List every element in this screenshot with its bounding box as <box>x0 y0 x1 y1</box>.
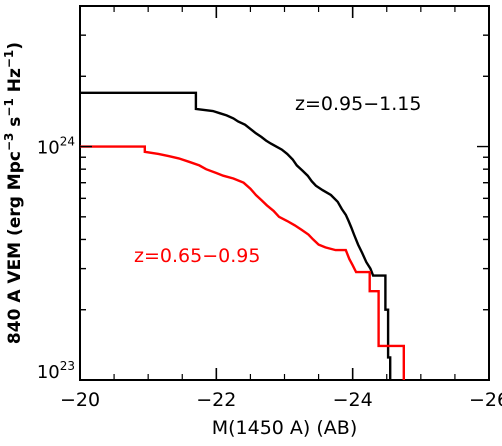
y-tick-label-base: 10 <box>37 362 60 383</box>
y-axis-label: 840 A VEM (erg Mpc−3 s−1 Hz−1) <box>2 42 25 344</box>
series-label-z095-115: z=0.95−1.15 <box>295 93 421 115</box>
series-line-1 <box>80 145 405 380</box>
y-tick-label: 1023 <box>37 359 75 383</box>
x-axis-label: M(1450 A) (AB) <box>212 417 358 439</box>
y-axis-label-end: Hz <box>5 68 25 98</box>
x-tick-label: −22 <box>196 389 236 411</box>
y-tick-label-base: 10 <box>37 138 60 159</box>
plot-frame <box>79 5 490 381</box>
series-label-z065-095: z=0.65−0.95 <box>134 245 260 267</box>
y-axis-label-sup1: −3 <box>2 133 16 151</box>
y-axis-label-main: 840 A VEM (erg Mpc <box>5 151 25 344</box>
y-axis-label-sup2: −1 <box>2 98 16 116</box>
x-tick-label: −26 <box>469 389 502 411</box>
series-line-0 <box>80 91 392 380</box>
y-tick-label: 1024 <box>37 135 75 159</box>
y-tick-label-exp: 24 <box>60 135 75 149</box>
y-tick-label-exp: 23 <box>60 359 75 373</box>
x-tick-label: −24 <box>333 389 373 411</box>
y-axis-label-mid: s <box>5 117 25 133</box>
y-axis-label-sup3: −1 <box>2 50 16 68</box>
series-layer <box>80 91 405 380</box>
tick-layer: −20−22−24−2610241023 <box>37 5 502 411</box>
x-tick-label: −20 <box>60 389 100 411</box>
y-axis-label-close: ) <box>5 42 25 50</box>
